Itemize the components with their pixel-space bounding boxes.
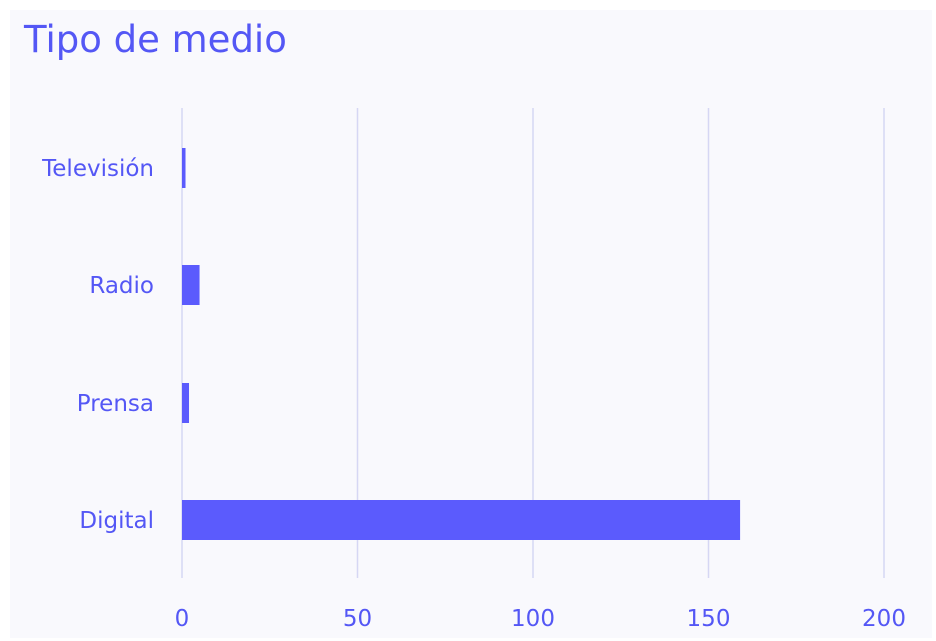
category-label: Radio [89, 273, 154, 299]
bar [182, 383, 189, 423]
x-tick-label: 50 [343, 606, 372, 632]
category-label: Televisión [41, 156, 154, 182]
category-labels: Televisión Radio Prensa Digital [41, 156, 154, 534]
bar [182, 148, 186, 188]
x-axis-tick-labels: 0 50 100 150 200 [175, 606, 906, 632]
x-tick-label: 100 [511, 606, 555, 632]
bar [182, 265, 200, 305]
x-tick-label: 150 [687, 606, 731, 632]
bars [182, 148, 740, 540]
category-label: Digital [79, 508, 154, 534]
x-tick-label: 200 [862, 606, 906, 632]
bar [182, 500, 740, 540]
category-label: Prensa [77, 391, 154, 417]
x-tick-label: 0 [175, 606, 190, 632]
